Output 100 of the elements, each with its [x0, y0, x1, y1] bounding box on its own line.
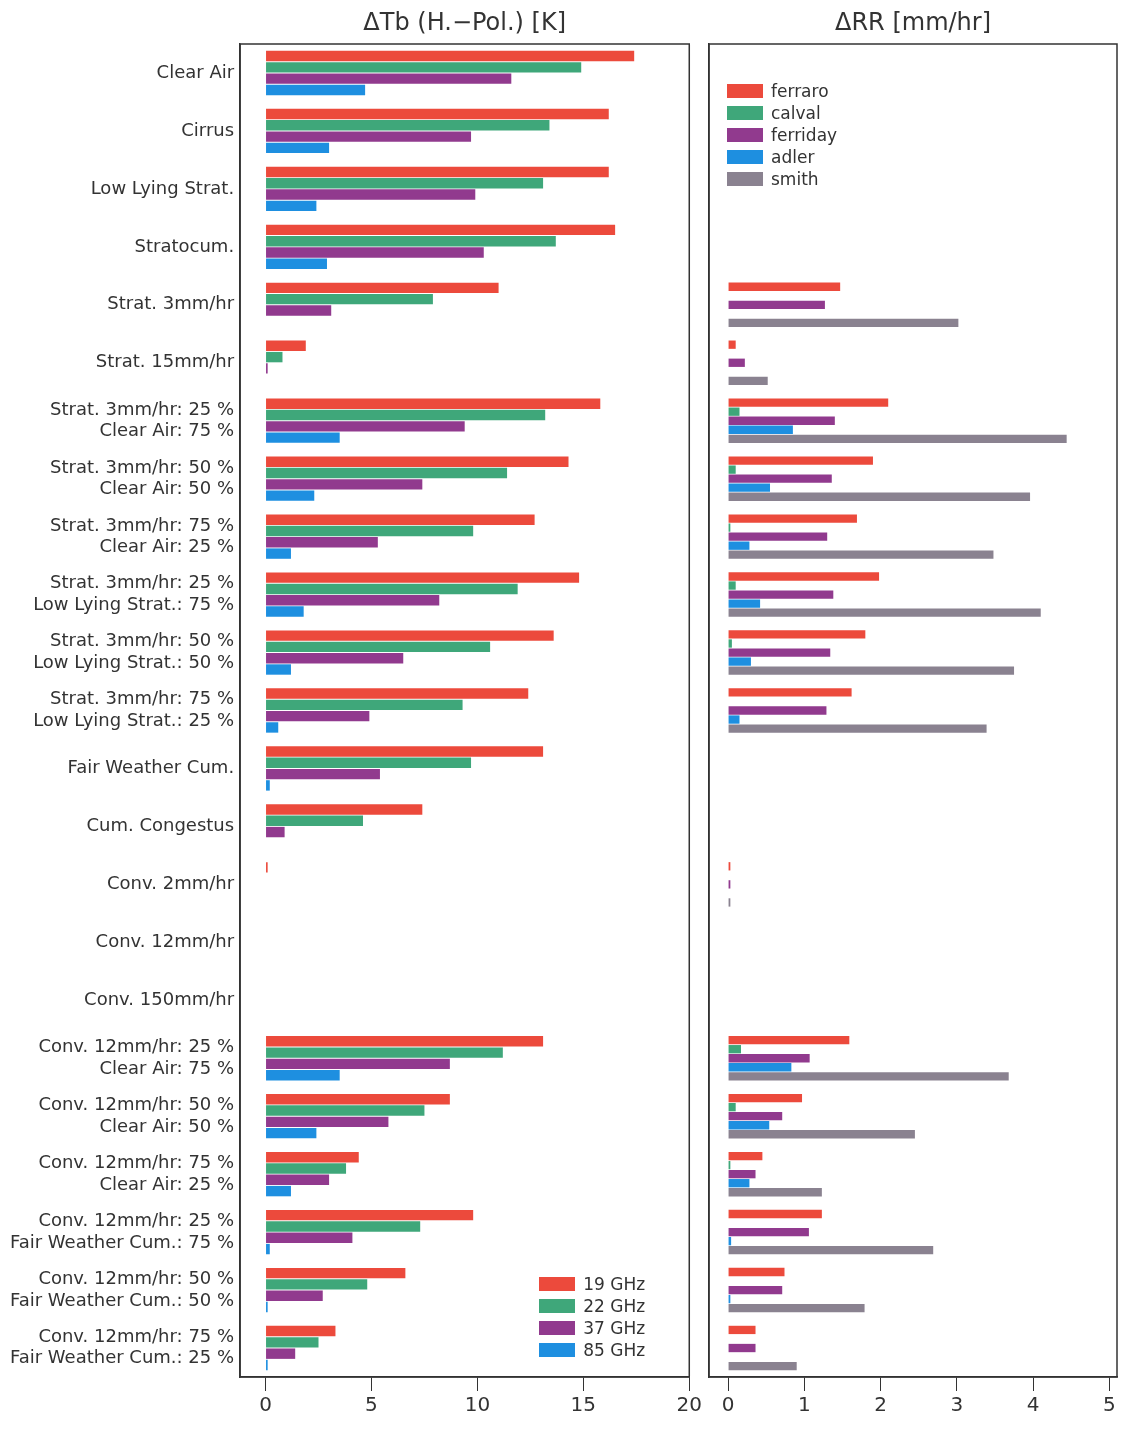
y-tick-label: Conv. 12mm/hr: 75 % Fair Weather Cum.: 25 % [9, 1324, 235, 1368]
bar [266, 664, 291, 675]
bar [266, 142, 330, 154]
y-tick-label: Conv. 150mm/hr [84, 987, 235, 1009]
y-tick-label: Strat. 3mm/hr [107, 292, 235, 314]
bar [728, 1169, 756, 1179]
x-tick-label: 5 [365, 1392, 378, 1417]
bar [266, 780, 270, 791]
bar [728, 1285, 783, 1295]
bar [728, 1303, 865, 1313]
bar [266, 1036, 544, 1047]
bar [266, 131, 472, 142]
bar [728, 1045, 742, 1054]
x-tick-label: 10 [464, 1392, 491, 1417]
bar [728, 514, 857, 523]
x-tick-label: 0 [259, 1392, 272, 1417]
bar [266, 1174, 330, 1185]
bar [266, 699, 463, 711]
bar [728, 572, 880, 581]
bar [728, 1102, 736, 1112]
bar [728, 1151, 763, 1161]
bar [728, 318, 959, 328]
bar [266, 305, 332, 316]
bar [728, 608, 1041, 617]
bar [728, 666, 1015, 675]
bar [266, 537, 378, 548]
bar [266, 456, 569, 467]
bar [266, 84, 366, 96]
bar [266, 641, 491, 653]
x-tick-label: 15 [570, 1392, 597, 1417]
bar [728, 1227, 809, 1237]
bar [266, 1267, 406, 1279]
bar [266, 826, 285, 838]
bar [266, 1094, 450, 1105]
bar [266, 746, 544, 757]
legend-label: ferraro [771, 80, 829, 102]
bar [728, 1209, 822, 1219]
bar [266, 710, 370, 722]
legend-label: 19 GHz [583, 1273, 646, 1295]
bar [266, 409, 546, 421]
bar [728, 532, 828, 541]
bar [728, 456, 873, 465]
x-tick-label: 20 [676, 1392, 702, 1417]
y-tick-label: Conv. 12mm/hr [95, 930, 235, 951]
bar [728, 1093, 803, 1103]
bar [266, 768, 380, 780]
bar [266, 688, 529, 699]
bar [266, 630, 554, 641]
bar [266, 247, 484, 258]
y-tick-label: Strat. 3mm/hr: 75 % Clear Air: 25 % [50, 513, 235, 557]
y-tick-label: Strat. 3mm/hr: 50 % Low Lying Strat.: 50 % [33, 629, 235, 673]
bar [728, 630, 866, 639]
y-tick-label: Fair Weather Cum. [67, 756, 235, 778]
y-tick-label: Clear Air [156, 60, 235, 82]
y-tick-label: Strat. 15mm/hr [95, 350, 235, 372]
bar [266, 479, 423, 490]
x-tick-label: 0 [721, 1392, 735, 1417]
y-tick-label: Low Lying Strat. [90, 176, 235, 198]
bar [728, 657, 751, 666]
bar [728, 706, 827, 715]
bar [728, 1121, 770, 1130]
bar [266, 1069, 340, 1081]
bar [728, 1063, 792, 1072]
bar [728, 1246, 934, 1255]
y-tick-label: Conv. 12mm/hr: 75 % Clear Air: 25 % [38, 1151, 235, 1194]
bar [266, 1127, 317, 1139]
bar [728, 492, 1031, 501]
bar [728, 1054, 810, 1063]
bar [728, 550, 994, 559]
bar [266, 1337, 319, 1348]
bar [728, 1072, 1009, 1081]
bar [266, 200, 317, 212]
bar [266, 1221, 421, 1232]
bar [266, 340, 306, 352]
bar [266, 572, 580, 583]
bar [728, 474, 832, 483]
bar [266, 1163, 347, 1174]
bar [266, 120, 550, 131]
bar [266, 1348, 296, 1359]
bar [728, 282, 841, 291]
bar [266, 1243, 270, 1255]
bar [728, 715, 740, 724]
bar [728, 1325, 756, 1335]
bar [728, 724, 987, 733]
x-tick-label: 3 [950, 1392, 964, 1417]
bar [728, 1188, 822, 1197]
bar [266, 722, 279, 733]
x-axis-title: ΔRR [mm/hr] [834, 8, 992, 37]
bar [266, 490, 315, 501]
y-tick-label: Conv. 12mm/hr: 50 % Fair Weather Cum.: 50 % [9, 1266, 235, 1310]
bar [266, 189, 476, 200]
bar [266, 108, 609, 120]
y-tick-label: Strat. 3mm/hr: 75 % Low Lying Strat.: 25 % [33, 687, 235, 730]
bar [266, 421, 465, 432]
y-tick-label: Strat. 3mm/hr: 25 % Clear Air: 75 % [50, 397, 235, 441]
bar [266, 514, 535, 525]
bar [728, 599, 761, 608]
y-tick-label: Conv. 12mm/hr: 25 % Fair Weather Cum.: 75 % [9, 1208, 235, 1252]
bar [728, 648, 831, 657]
y-tick-label: Strat. 3mm/hr: 50 % Clear Air: 50 % [50, 455, 235, 499]
